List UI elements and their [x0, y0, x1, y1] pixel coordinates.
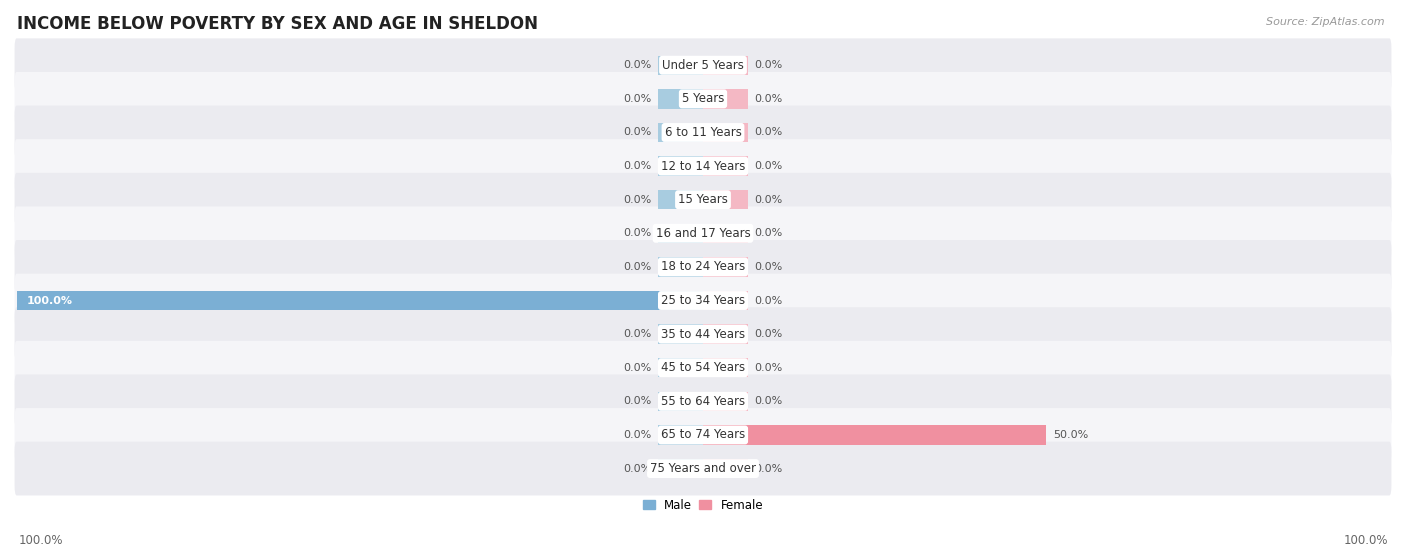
Text: 100.0%: 100.0%: [1343, 534, 1388, 547]
Bar: [658, 358, 703, 377]
Bar: [703, 224, 748, 243]
FancyBboxPatch shape: [14, 442, 1392, 495]
FancyBboxPatch shape: [14, 173, 1392, 226]
Text: 35 to 44 Years: 35 to 44 Years: [661, 328, 745, 340]
Text: 5 Years: 5 Years: [682, 92, 724, 105]
Bar: [658, 157, 703, 176]
Text: 0.0%: 0.0%: [623, 329, 651, 339]
Bar: [658, 190, 703, 210]
Text: 75 Years and over: 75 Years and over: [650, 462, 756, 475]
Text: 12 to 14 Years: 12 to 14 Years: [661, 159, 745, 173]
Text: 0.0%: 0.0%: [755, 329, 783, 339]
Text: 15 Years: 15 Years: [678, 193, 728, 206]
Text: Under 5 Years: Under 5 Years: [662, 59, 744, 72]
Text: 0.0%: 0.0%: [755, 396, 783, 406]
Text: Source: ZipAtlas.com: Source: ZipAtlas.com: [1267, 17, 1385, 27]
Bar: [658, 425, 703, 445]
Text: 0.0%: 0.0%: [623, 262, 651, 272]
Bar: [703, 257, 748, 277]
Text: 25 to 34 Years: 25 to 34 Years: [661, 294, 745, 307]
Text: 50.0%: 50.0%: [1053, 430, 1088, 440]
Text: 100.0%: 100.0%: [18, 534, 63, 547]
Text: 0.0%: 0.0%: [755, 296, 783, 306]
Text: 0.0%: 0.0%: [623, 463, 651, 473]
Bar: [658, 55, 703, 75]
FancyBboxPatch shape: [14, 307, 1392, 361]
Text: 0.0%: 0.0%: [755, 127, 783, 138]
Bar: [703, 459, 748, 479]
Bar: [703, 425, 1046, 445]
Bar: [658, 123, 703, 142]
Bar: [658, 459, 703, 479]
Text: 55 to 64 Years: 55 to 64 Years: [661, 395, 745, 408]
FancyBboxPatch shape: [14, 375, 1392, 428]
Legend: Male, Female: Male, Female: [638, 494, 768, 517]
Text: 16 and 17 Years: 16 and 17 Years: [655, 227, 751, 240]
FancyBboxPatch shape: [14, 72, 1392, 126]
FancyBboxPatch shape: [14, 139, 1392, 193]
FancyBboxPatch shape: [14, 341, 1392, 395]
Bar: [658, 324, 703, 344]
Text: 0.0%: 0.0%: [755, 463, 783, 473]
FancyBboxPatch shape: [14, 206, 1392, 260]
Text: 100.0%: 100.0%: [27, 296, 73, 306]
FancyBboxPatch shape: [14, 240, 1392, 294]
Text: 0.0%: 0.0%: [623, 195, 651, 205]
Bar: [658, 89, 703, 108]
FancyBboxPatch shape: [14, 39, 1392, 92]
Text: 0.0%: 0.0%: [755, 60, 783, 70]
Bar: [703, 55, 748, 75]
Text: INCOME BELOW POVERTY BY SEX AND AGE IN SHELDON: INCOME BELOW POVERTY BY SEX AND AGE IN S…: [17, 15, 537, 33]
Text: 18 to 24 Years: 18 to 24 Years: [661, 260, 745, 273]
Bar: [703, 291, 748, 310]
Bar: [658, 392, 703, 411]
Text: 0.0%: 0.0%: [623, 363, 651, 373]
FancyBboxPatch shape: [14, 106, 1392, 159]
Text: 45 to 54 Years: 45 to 54 Years: [661, 361, 745, 374]
Text: 0.0%: 0.0%: [755, 195, 783, 205]
Text: 0.0%: 0.0%: [623, 228, 651, 238]
Text: 0.0%: 0.0%: [755, 228, 783, 238]
Bar: [17, 291, 703, 310]
FancyBboxPatch shape: [14, 273, 1392, 328]
Bar: [703, 157, 748, 176]
Text: 0.0%: 0.0%: [623, 94, 651, 104]
Bar: [703, 324, 748, 344]
Bar: [658, 224, 703, 243]
Bar: [703, 358, 748, 377]
Bar: [658, 257, 703, 277]
Text: 0.0%: 0.0%: [623, 396, 651, 406]
Text: 0.0%: 0.0%: [623, 430, 651, 440]
Text: 0.0%: 0.0%: [623, 161, 651, 171]
Bar: [703, 123, 748, 142]
Text: 0.0%: 0.0%: [755, 94, 783, 104]
FancyBboxPatch shape: [14, 408, 1392, 462]
Bar: [703, 89, 748, 108]
Text: 6 to 11 Years: 6 to 11 Years: [665, 126, 741, 139]
Bar: [703, 392, 748, 411]
Text: 0.0%: 0.0%: [755, 363, 783, 373]
Text: 65 to 74 Years: 65 to 74 Years: [661, 428, 745, 442]
Text: 0.0%: 0.0%: [623, 60, 651, 70]
Bar: [703, 190, 748, 210]
Text: 0.0%: 0.0%: [623, 127, 651, 138]
Text: 0.0%: 0.0%: [755, 161, 783, 171]
Text: 0.0%: 0.0%: [755, 262, 783, 272]
